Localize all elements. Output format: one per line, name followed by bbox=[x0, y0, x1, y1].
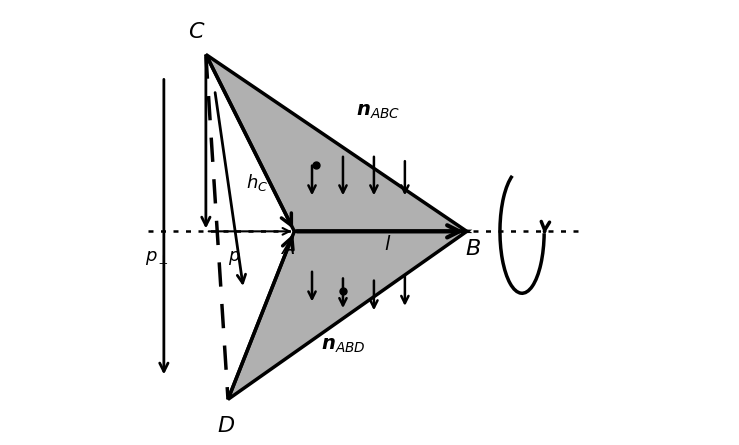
Text: $l$: $l$ bbox=[384, 235, 391, 254]
Polygon shape bbox=[206, 54, 467, 231]
Text: $D$: $D$ bbox=[217, 415, 235, 437]
Text: $\boldsymbol{n}_{ABD}$: $\boldsymbol{n}_{ABD}$ bbox=[321, 337, 365, 356]
Text: $A$: $A$ bbox=[280, 240, 295, 258]
Polygon shape bbox=[228, 231, 467, 400]
Text: $\boldsymbol{n}_{ABC}$: $\boldsymbol{n}_{ABC}$ bbox=[356, 103, 401, 121]
Text: $h_C$: $h_C$ bbox=[245, 172, 268, 193]
Text: $p$: $p$ bbox=[228, 249, 241, 267]
Text: $B$: $B$ bbox=[466, 238, 481, 260]
Text: $C$: $C$ bbox=[188, 21, 205, 43]
Text: $p_\perp$: $p_\perp$ bbox=[146, 249, 169, 267]
